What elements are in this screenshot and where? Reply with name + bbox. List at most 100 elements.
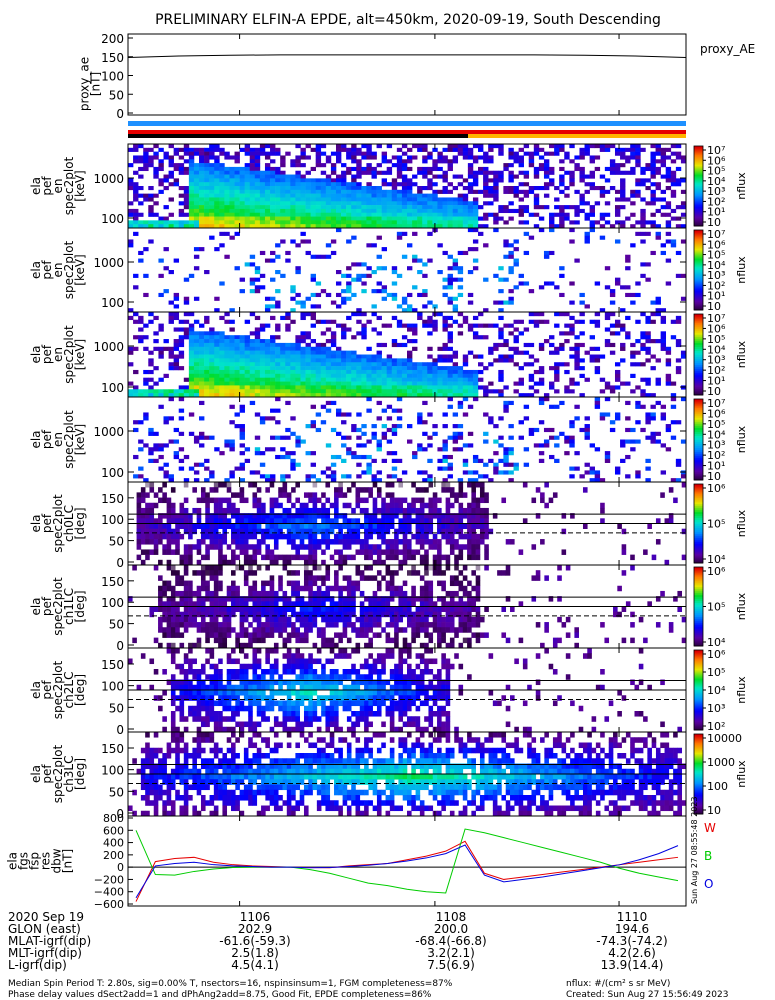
spectrogram-cell bbox=[229, 186, 235, 191]
spectrogram-cell bbox=[254, 435, 261, 440]
spectrogram-cell bbox=[442, 412, 448, 417]
pitch-angle-cell bbox=[334, 559, 339, 566]
spectrogram-cell bbox=[574, 258, 580, 263]
spectrogram-cell bbox=[249, 147, 256, 152]
spectrogram-cell bbox=[675, 224, 682, 229]
spectrogram-cell bbox=[417, 170, 423, 175]
pitch-angle-cell bbox=[381, 528, 386, 535]
spectrogram-cell bbox=[523, 393, 530, 398]
pitch-angle-cell bbox=[136, 502, 142, 509]
spectrogram-cell bbox=[452, 447, 459, 452]
spectrogram-cell bbox=[508, 189, 514, 194]
spectrogram-cell bbox=[478, 458, 484, 463]
spectrogram-cell bbox=[351, 312, 357, 317]
pitch-angle-cell bbox=[329, 523, 335, 529]
spectrogram-cell bbox=[614, 369, 621, 375]
colorbar-segment bbox=[694, 234, 703, 237]
pitch-angle-cell bbox=[286, 513, 292, 519]
colorbar-segment bbox=[694, 256, 703, 259]
spectrogram-cell bbox=[209, 373, 215, 378]
colorbar-segment bbox=[694, 276, 703, 279]
spectrogram-cell bbox=[599, 377, 606, 382]
spectrogram-cell bbox=[614, 281, 621, 286]
spectrogram-cell bbox=[335, 385, 342, 390]
pitch-angle-cell bbox=[398, 502, 404, 509]
spectrogram-cell bbox=[528, 362, 535, 367]
spectrogram-cell bbox=[356, 193, 362, 198]
spectrogram-cell bbox=[275, 166, 281, 172]
spectrogram-cell bbox=[214, 366, 220, 371]
spectrogram-cell bbox=[209, 193, 215, 198]
spectrogram-cell bbox=[239, 197, 245, 202]
spectrogram-cell bbox=[361, 151, 367, 156]
spectrogram-cell bbox=[635, 362, 641, 367]
spectrogram-cell bbox=[330, 470, 337, 475]
spectrogram-cell bbox=[655, 377, 661, 382]
spectrogram-cell bbox=[270, 315, 276, 321]
spectrogram-cell bbox=[219, 281, 225, 286]
pitch-angle-cell bbox=[475, 549, 481, 555]
spectrogram-cell bbox=[498, 208, 504, 214]
spectrogram-cell bbox=[493, 470, 499, 475]
spectrogram-cell bbox=[371, 224, 377, 229]
spectrogram-cell bbox=[361, 373, 367, 378]
spectrogram-cell bbox=[665, 186, 672, 191]
pitch-angle-cell bbox=[269, 502, 275, 509]
pitch-angle-cell bbox=[231, 554, 236, 561]
spectrogram-cell bbox=[432, 323, 438, 328]
spectrogram-cell bbox=[518, 393, 524, 398]
spectrogram-cell bbox=[209, 350, 215, 355]
spectrogram-cell bbox=[457, 331, 464, 336]
colorbar-tick-label: 10⁵ bbox=[707, 418, 725, 431]
spectrogram-cell bbox=[457, 197, 464, 202]
spectrogram-cell bbox=[285, 201, 291, 206]
spectrogram-cell bbox=[528, 319, 535, 324]
pitch-angle-cell bbox=[291, 487, 296, 493]
spectrogram-cell bbox=[270, 277, 276, 282]
spectrogram-cell bbox=[645, 201, 651, 206]
spectrogram-cell bbox=[214, 389, 220, 394]
spectrogram-cell bbox=[300, 197, 306, 202]
spectrogram-cell bbox=[660, 470, 667, 475]
spectrogram-cell bbox=[295, 212, 301, 217]
colorbar-segment bbox=[694, 352, 703, 355]
pitch-angle-cell bbox=[428, 528, 434, 535]
spectrogram-cell bbox=[396, 189, 403, 194]
spectrogram-cell bbox=[330, 400, 337, 406]
pitch-angle-cell bbox=[441, 533, 446, 540]
spectrogram-cell bbox=[401, 335, 408, 340]
spectrogram-cell bbox=[675, 319, 682, 324]
pitch-angle-cell bbox=[153, 606, 159, 612]
spectrogram-cell bbox=[630, 212, 636, 217]
spectrogram-cell bbox=[305, 366, 311, 371]
spectrogram-cell bbox=[285, 366, 291, 371]
pitch-angle-cell bbox=[364, 544, 369, 550]
colorbar-tick-label: 10² bbox=[707, 449, 725, 462]
spectrogram-cell bbox=[640, 212, 646, 217]
spectrogram-cell bbox=[604, 458, 611, 463]
spectrogram-cell bbox=[407, 193, 413, 198]
pitch-angle-cell bbox=[222, 559, 228, 566]
spectrogram-cell bbox=[447, 354, 453, 359]
spectrogram-cell bbox=[523, 350, 530, 355]
spectrogram-cell bbox=[270, 373, 276, 378]
spectrogram-cell bbox=[650, 404, 656, 409]
spectrogram-cell bbox=[640, 147, 646, 152]
spectrogram-cell bbox=[188, 431, 195, 436]
colorbar-segment bbox=[694, 316, 703, 319]
spectrogram-cell bbox=[635, 281, 641, 286]
pitch-angle-cell bbox=[432, 507, 438, 514]
spectrogram-cell bbox=[346, 315, 352, 321]
status-bar-yellow bbox=[468, 134, 686, 138]
spectrogram-cell bbox=[143, 443, 149, 448]
spectrogram-cell bbox=[315, 151, 322, 156]
pitch-angle-cell bbox=[342, 544, 348, 550]
spectrogram-cell bbox=[518, 435, 524, 440]
spectrogram-cell bbox=[437, 212, 443, 217]
pitch-angle-cell bbox=[231, 528, 236, 535]
pitch-angle-cell bbox=[389, 549, 395, 555]
spectrogram-cell bbox=[188, 335, 195, 340]
spectrogram-cell bbox=[193, 435, 200, 440]
pitch-angle-cell bbox=[269, 523, 275, 529]
spectrogram-cell bbox=[640, 170, 646, 175]
